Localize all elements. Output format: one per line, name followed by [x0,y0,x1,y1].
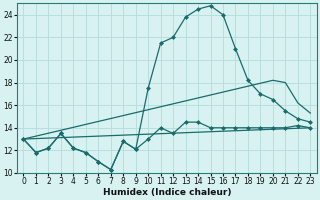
X-axis label: Humidex (Indice chaleur): Humidex (Indice chaleur) [103,188,231,197]
